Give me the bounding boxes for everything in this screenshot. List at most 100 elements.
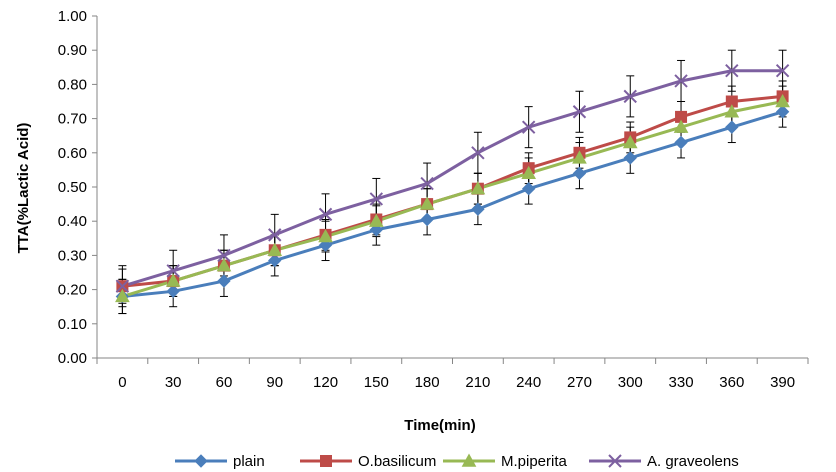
data-point-stroke: [623, 89, 637, 104]
x-tick-label: 60: [216, 374, 233, 391]
data-point: [217, 274, 231, 288]
series-line-0: [122, 110, 784, 298]
error-bars-group: [118, 49, 787, 315]
axes-group: 0.00 0.10 0.20 0.30 0.40 0.50 0.60 0.70 0.80 0.90…: [58, 8, 809, 391]
legend-item: O.basilicum: [300, 453, 436, 470]
data-point: [572, 150, 587, 164]
data-point: [318, 207, 333, 222]
y-tick-label: 0.60: [58, 145, 87, 162]
data-point-stroke: [268, 228, 282, 242]
data-point: [368, 213, 384, 227]
y-tick-label: 0.20: [58, 282, 87, 299]
legend-marker-stroke: [608, 454, 622, 468]
x-tick-label: 300: [618, 374, 643, 391]
data-point-stroke: [572, 105, 587, 119]
data-point-stroke: [369, 192, 384, 206]
series-line-3: [121, 69, 783, 288]
data-point: [166, 284, 180, 299]
data-point: [775, 93, 790, 108]
y-tick-label: 0.40: [58, 213, 87, 230]
data-point: [521, 165, 537, 180]
legend-label: M.piperita: [501, 453, 568, 470]
series-lines-group: [121, 69, 784, 298]
data-point: [521, 182, 536, 196]
data-point-stroke: [420, 176, 434, 191]
data-point: [775, 105, 790, 119]
data-point: [775, 64, 790, 78]
y-tick-label: 0.90: [58, 42, 87, 59]
x-tick-label: 210: [465, 374, 490, 391]
data-point: [471, 146, 485, 160]
x-tick-label: 270: [567, 374, 592, 391]
y-tick-label: 0.10: [58, 316, 87, 333]
data-point: [674, 135, 688, 150]
data-point: [217, 248, 231, 263]
x-tick-label: 120: [313, 374, 338, 391]
x-tick-label: 240: [516, 374, 541, 391]
data-point: [623, 151, 637, 165]
y-tick-label: 0.70: [58, 111, 87, 128]
data-point: [420, 176, 434, 191]
data-point: [420, 212, 434, 227]
legend-item: M.piperita: [443, 453, 568, 470]
data-point-stroke: [471, 146, 485, 160]
legend: plain O.basilicum M.piperita A. graveolens: [175, 453, 739, 470]
x-tick-label: 180: [415, 374, 440, 391]
legend-marker: [608, 454, 622, 468]
data-point: [622, 135, 638, 149]
data-point: [318, 229, 333, 243]
data-point-stroke: [725, 64, 739, 78]
y-tick-label: 0.00: [58, 350, 87, 367]
legend-label: O.basilicum: [358, 453, 436, 470]
data-point: [572, 166, 587, 181]
data-point: [268, 253, 282, 268]
data-point: [267, 242, 283, 256]
data-point: [165, 273, 181, 287]
x-tick-label: 390: [770, 374, 795, 391]
legend-marker: [194, 454, 208, 468]
data-point: [724, 104, 740, 118]
y-tick-label: 0.30: [58, 247, 87, 264]
data-point: [521, 120, 536, 134]
data-point: [115, 279, 130, 293]
x-tick-label: 30: [165, 374, 182, 391]
data-point: [216, 258, 232, 272]
data-point-stroke: [318, 207, 333, 222]
legend-label: plain: [233, 453, 265, 470]
data-point-stroke: [217, 248, 231, 263]
legend-label: A. graveolens: [647, 453, 739, 470]
data-point: [623, 89, 637, 104]
y-tick-label: 0.50: [58, 179, 87, 196]
legend-marker: [461, 453, 477, 467]
legend-item: A. graveolens: [589, 453, 739, 470]
data-point-stroke: [166, 264, 180, 278]
markers-group: [115, 64, 790, 304]
y-axis-title: TTA(%Lactic Acid): [15, 123, 32, 254]
y-tick-label: 0.80: [58, 76, 87, 93]
data-point-stroke: [521, 120, 536, 134]
data-point: [725, 64, 739, 78]
data-point-stroke: [775, 64, 790, 78]
data-point: [115, 288, 130, 303]
x-tick-label: 330: [669, 374, 694, 391]
x-tick-label: 0: [118, 374, 126, 391]
x-axis-title: Time(min): [404, 417, 475, 434]
y-tick-label: 1.00: [58, 8, 87, 25]
legend-marker: [320, 455, 332, 467]
data-point: [166, 264, 180, 278]
data-point: [725, 120, 739, 134]
x-tick-label: 90: [266, 374, 283, 391]
data-point: [369, 192, 384, 206]
data-point: [471, 202, 485, 216]
series-line-2: [121, 100, 783, 298]
data-point-stroke: [115, 279, 130, 293]
data-point: [419, 196, 435, 210]
data-point: [572, 105, 587, 119]
data-point: [673, 119, 689, 133]
x-tick-label: 150: [364, 374, 389, 391]
data-point: [268, 228, 282, 242]
legend-item: plain: [175, 453, 265, 470]
x-tick-label: 360: [719, 374, 744, 391]
